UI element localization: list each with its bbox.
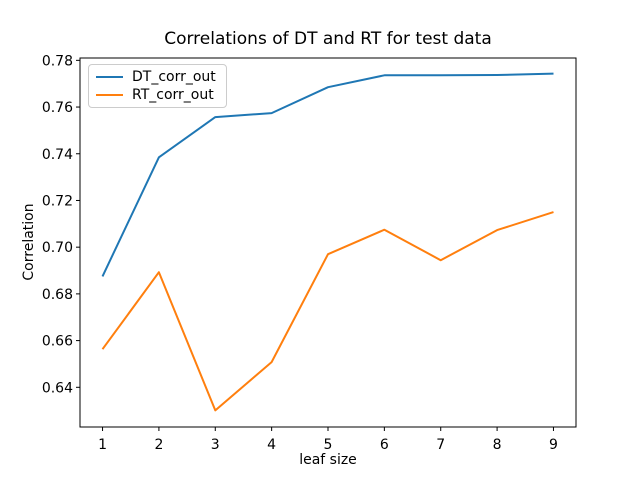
axes-spines [79, 57, 577, 428]
rt-line-swatch [96, 94, 123, 96]
x-tick-label: 3 [211, 437, 220, 453]
y-tick-label: 0.70 [42, 240, 73, 256]
x-axis-label: leaf size [299, 452, 357, 468]
y-axis-label: Correlation [21, 203, 37, 280]
x-tick-label: 4 [267, 437, 276, 453]
x-tick-label: 1 [98, 437, 107, 453]
legend: DT_corr_out RT_corr_out [88, 64, 227, 108]
x-tick-label: 8 [493, 437, 502, 453]
x-tick-label: 9 [549, 437, 558, 453]
legend-label-dt: DT_corr_out [132, 69, 216, 85]
dt-line-swatch [96, 76, 123, 78]
y-tick-label: 0.68 [42, 287, 73, 303]
y-tick-label: 0.76 [42, 100, 73, 116]
plot-area: 1 2 3 4 5 6 7 8 9 0.64 0.66 0.68 0.70 0.72 0.74 0.76 0.7… [42, 53, 577, 453]
y-tick-label: 0.64 [42, 380, 73, 396]
y-tick-label: 0.74 [42, 147, 73, 163]
y-tick-label: 0.78 [42, 53, 73, 69]
legend-label-rt: RT_corr_out [132, 87, 214, 103]
x-tick-label: 5 [324, 437, 333, 453]
y-tick-label: 0.72 [42, 193, 73, 209]
series-line-RT_corr_out [101, 211, 554, 412]
x-tick-label: 2 [154, 437, 163, 453]
x-tick-label: 6 [380, 437, 389, 453]
legend-entry-dt: DT_corr_out [89, 70, 226, 84]
x-tick-label: 7 [436, 437, 445, 453]
series-line-DT_corr_out [101, 72, 554, 277]
chart-title: Correlations of DT and RT for test data [164, 29, 492, 49]
legend-entry-rt: RT_corr_out [89, 88, 226, 102]
y-tick-label: 0.66 [42, 334, 73, 350]
